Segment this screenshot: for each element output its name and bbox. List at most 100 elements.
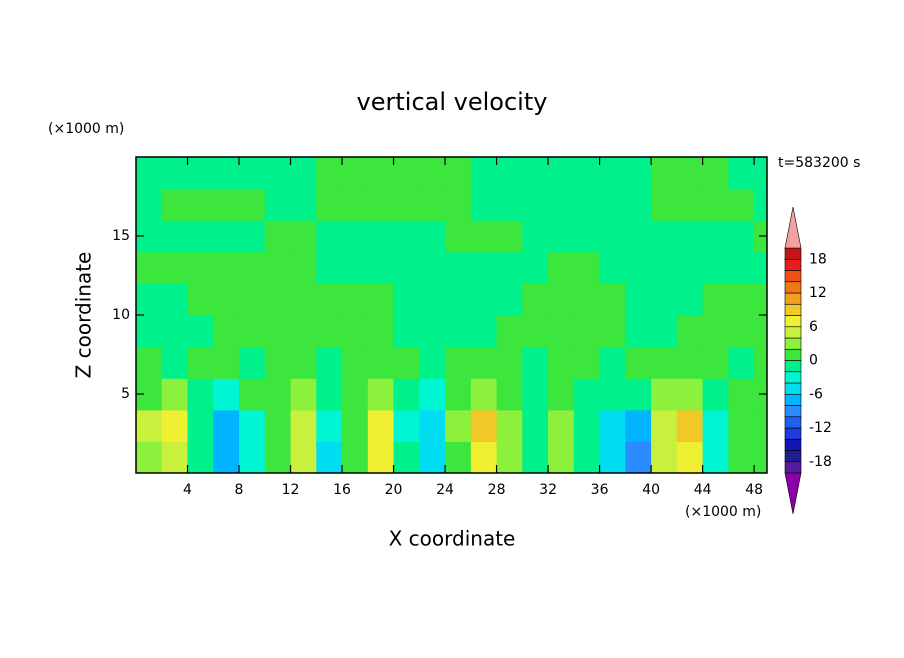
- contour-cell: [136, 283, 163, 316]
- contour-cell: [187, 188, 214, 221]
- contour-cell: [290, 220, 317, 253]
- contour-cell: [625, 157, 652, 190]
- contour-cell: [419, 283, 446, 316]
- contour-cell: [625, 188, 652, 221]
- contour-cell: [342, 315, 369, 348]
- contour-cell: [161, 283, 189, 316]
- contour-cell: [702, 409, 729, 442]
- colorbar-box: [784, 258, 802, 271]
- colorbar-label: -6: [809, 386, 823, 402]
- contour-cell: [496, 220, 523, 253]
- y-tick-label: 10: [112, 307, 130, 323]
- contour-cell: [213, 188, 240, 221]
- contour-cell: [290, 315, 317, 348]
- contour-cell: [290, 251, 317, 284]
- contour-cell: [754, 157, 767, 190]
- contour-cell: [702, 315, 729, 348]
- contour-cell: [496, 441, 523, 473]
- contour-cell: [496, 346, 523, 379]
- contour-cell: [290, 157, 317, 190]
- contour-cell: [496, 157, 523, 190]
- x-tick-label: 44: [694, 482, 712, 498]
- contour-cell: [316, 378, 343, 411]
- contour-cell: [522, 441, 549, 473]
- contour-cell: [728, 315, 755, 348]
- contour-cell: [702, 378, 729, 411]
- contour-cell: [419, 441, 446, 473]
- contour-cell: [573, 283, 601, 316]
- contour-cell: [651, 157, 678, 190]
- contour-cell: [239, 251, 266, 284]
- contour-cell: [573, 157, 601, 190]
- contour-cell: [393, 157, 420, 190]
- contour-cell: [264, 188, 292, 221]
- colorbar-box: [784, 461, 802, 474]
- contour-cell: [599, 251, 626, 284]
- contour-cell: [496, 409, 523, 442]
- contour-cell: [702, 441, 729, 473]
- contour-cell: [342, 251, 369, 284]
- contour-cell: [213, 251, 240, 284]
- contour-cell: [316, 409, 343, 442]
- contour-cell: [522, 283, 549, 316]
- contour-cell: [187, 220, 214, 253]
- contour-cell: [393, 220, 420, 253]
- contour-cell: [367, 315, 395, 348]
- colorbar-box: [784, 315, 802, 328]
- contour-cell: [445, 378, 472, 411]
- contour-cell: [676, 188, 704, 221]
- contour-cell: [187, 157, 214, 190]
- contour-cell: [239, 441, 266, 473]
- y-unit-label: (×1000 m): [48, 121, 124, 137]
- contour-cell: [136, 251, 163, 284]
- contour-cell: [548, 251, 575, 284]
- contour-cell: [393, 346, 420, 379]
- contour-cell: [522, 251, 549, 284]
- contour-cell: [599, 378, 626, 411]
- contour-cell: [213, 346, 240, 379]
- contour-cell: [728, 188, 755, 221]
- contour-cell: [470, 220, 498, 253]
- contour-cell: [676, 346, 704, 379]
- colorbar-box: [784, 405, 802, 418]
- contour-cell: [573, 409, 601, 442]
- x-tick-label: 28: [488, 482, 506, 498]
- colorbar-label: -12: [809, 420, 832, 436]
- colorbar-box: [784, 281, 802, 294]
- contour-cell: [239, 157, 266, 190]
- colorbar-box: [784, 450, 802, 463]
- x-tick-label: 4: [183, 482, 192, 498]
- contour-cell: [161, 157, 189, 190]
- contour-cell: [161, 346, 189, 379]
- contour-cell: [470, 157, 498, 190]
- contour-cell: [548, 441, 575, 473]
- contour-cell: [599, 315, 626, 348]
- x-tick-label: 40: [642, 482, 660, 498]
- contour-cell: [651, 188, 678, 221]
- contour-cell: [522, 188, 549, 221]
- contour-cell: [676, 315, 704, 348]
- contour-cell: [342, 220, 369, 253]
- contour-cell: [470, 251, 498, 284]
- colorbar-box: [784, 371, 802, 384]
- contour-cell: [187, 441, 214, 473]
- contour-cell: [676, 409, 704, 442]
- contour-cell: [702, 220, 729, 253]
- contour-cell: [599, 157, 626, 190]
- contour-cell: [625, 283, 652, 316]
- contour-cell: [161, 251, 189, 284]
- contour-cell: [342, 157, 369, 190]
- contour-cell: [161, 315, 189, 348]
- contour-cell: [187, 409, 214, 442]
- contour-cell: [651, 409, 678, 442]
- contour-cell: [599, 283, 626, 316]
- contour-cell: [702, 346, 729, 379]
- contour-cell: [161, 378, 189, 411]
- contour-cell: [445, 157, 472, 190]
- contour-cell: [445, 283, 472, 316]
- contour-cell: [445, 220, 472, 253]
- contour-cell: [754, 283, 767, 316]
- contour-cell: [599, 220, 626, 253]
- contour-cell: [573, 378, 601, 411]
